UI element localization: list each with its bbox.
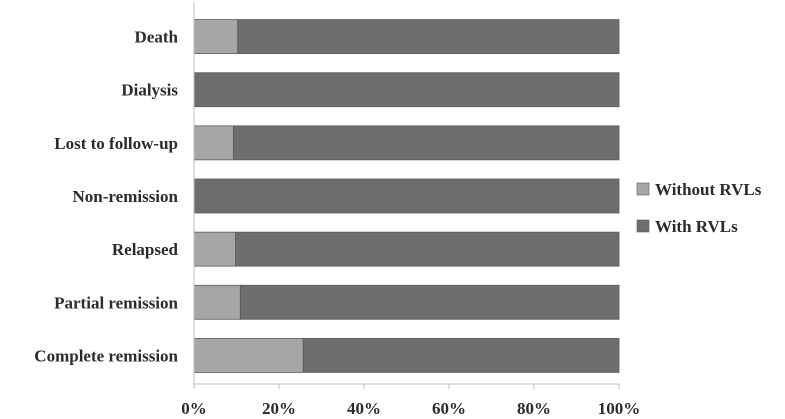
x-tick-label: 40%: [347, 399, 381, 418]
bar-segment-with-rvls: [302, 338, 620, 373]
legend-swatch-without-rvls: [636, 182, 650, 196]
x-tick-label: 0%: [181, 399, 207, 418]
bar-segment-without-rvls: [193, 231, 237, 267]
x-tick-label: 20%: [262, 399, 296, 418]
legend-label: With RVLs: [655, 217, 738, 236]
legend-label: Without RVLs: [655, 180, 762, 199]
bars-group: [193, 19, 620, 373]
x-axis: 0% 20% 40% 60% 80% 100%: [181, 2, 640, 418]
bar-segment-with-rvls: [233, 125, 620, 161]
category-labels: Death Dialysis Lost to follow-up Non-remiss…: [34, 28, 178, 366]
bar-segment-with-rvls: [235, 231, 620, 267]
bar-segment-with-rvls: [239, 284, 620, 320]
category-label: Death: [135, 28, 179, 47]
category-label: Dialysis: [121, 81, 178, 100]
x-tick-label: 60%: [432, 399, 466, 418]
category-label: Non-remission: [73, 187, 179, 206]
category-label: Partial remission: [54, 293, 178, 312]
bar-segment-without-rvls: [193, 125, 234, 161]
bar-segment-without-rvls: [193, 19, 239, 54]
legend: Without RVLs With RVLs: [636, 180, 762, 236]
x-tick-label: 80%: [517, 399, 551, 418]
category-label: Relapsed: [112, 240, 179, 259]
legend-swatch-with-rvls: [636, 219, 650, 233]
bar-segment-without-rvls: [193, 338, 304, 373]
bar-segment-with-rvls: [193, 72, 620, 108]
x-tick-label: 100%: [598, 399, 641, 418]
category-label: Complete remission: [34, 346, 178, 365]
bar-segment-without-rvls: [193, 284, 241, 320]
bar-segment-with-rvls: [193, 178, 620, 214]
bar-segment-with-rvls: [237, 19, 620, 54]
category-label: Lost to follow-up: [54, 134, 178, 153]
